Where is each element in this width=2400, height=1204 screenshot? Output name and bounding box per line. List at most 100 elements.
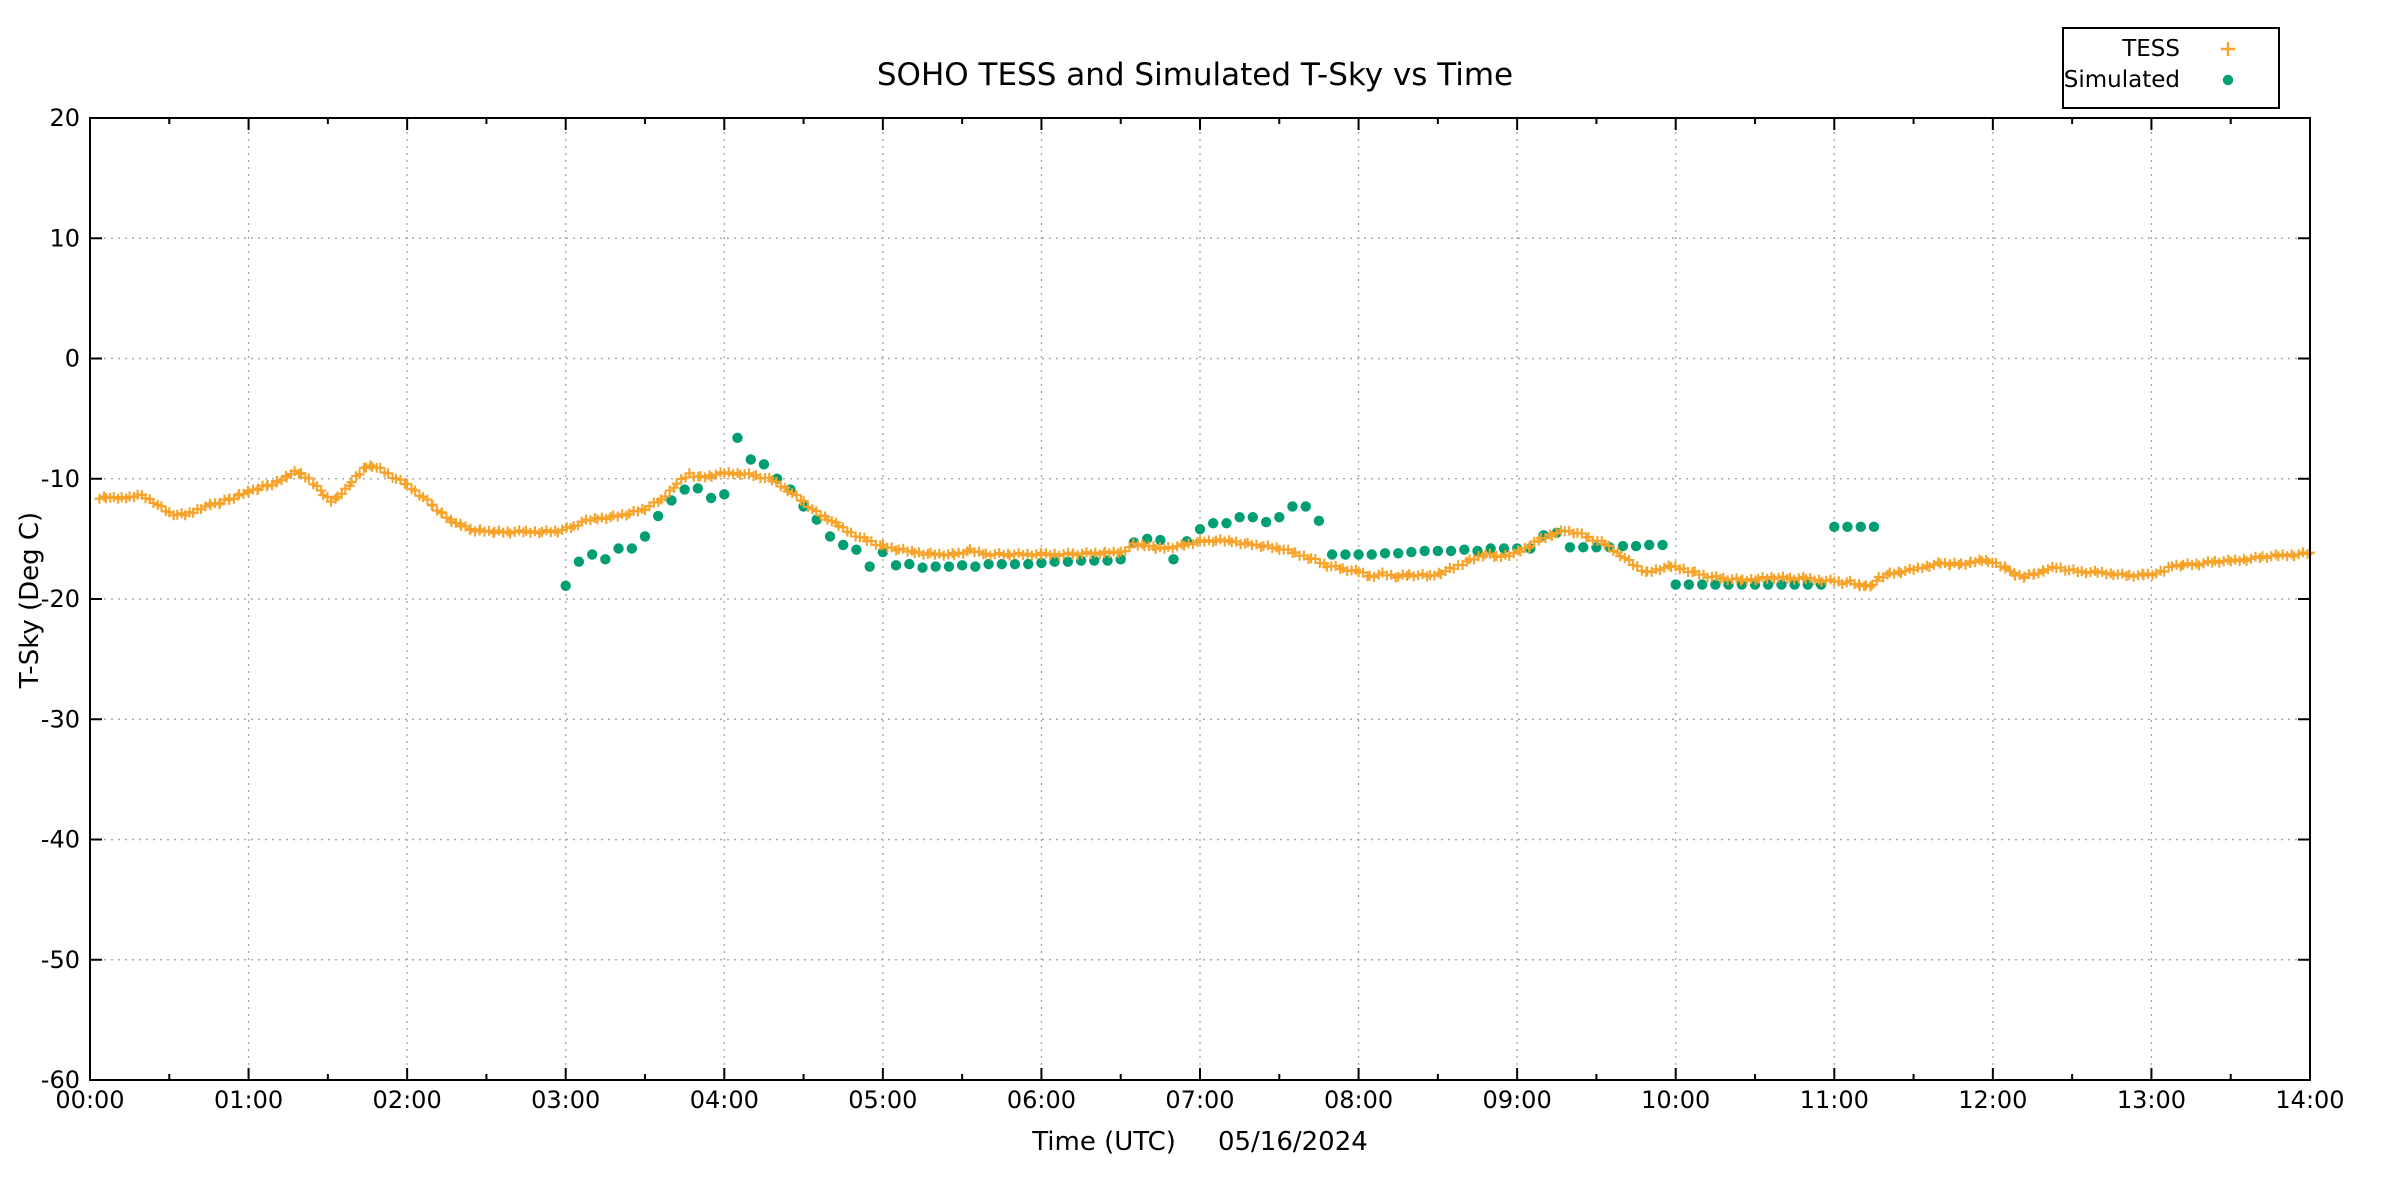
simulated-point: [560, 580, 571, 591]
legend-label-simulated: Simulated: [2064, 67, 2180, 93]
simulated-point: [1564, 542, 1576, 553]
x-tick-label: 09:00: [1483, 1086, 1552, 1114]
simulated-point: [930, 561, 941, 572]
simulated-point: [943, 561, 955, 572]
simulated-point: [838, 539, 849, 551]
simulated-point: [1353, 549, 1364, 560]
legend-box: [2062, 27, 2280, 109]
simulated-point: [1062, 556, 1074, 567]
x-axis-date: 05/16/2024: [1218, 1127, 1368, 1157]
simulated-point: [956, 560, 968, 571]
simulated-point: [1379, 548, 1391, 559]
simulated-point: [1472, 545, 1483, 557]
simulated-point: [1630, 540, 1642, 552]
simulated-point: [890, 560, 902, 571]
y-tick-label: 20: [49, 104, 80, 132]
simulated-point: [1155, 534, 1166, 546]
simulated-point: [1419, 545, 1430, 557]
simulated-point: [1168, 554, 1179, 565]
simulated-point: [1340, 549, 1351, 560]
simulated-point: [811, 514, 822, 525]
simulated-point: [1657, 539, 1668, 551]
chart-title: SOHO TESS and Simulated T-Sky vs Time: [877, 57, 1513, 93]
x-tick-label: 10:00: [1641, 1086, 1710, 1114]
simulated-point: [1274, 512, 1285, 523]
simulated-point: [626, 543, 638, 554]
simulated-point: [1221, 518, 1232, 529]
simulated-point: [745, 454, 756, 465]
simulated-point: [1683, 579, 1695, 590]
simulated-point: [1194, 524, 1206, 535]
x-tick-label: 02:00: [373, 1086, 442, 1114]
y-tick-label: -40: [41, 826, 80, 854]
simulated-point: [1459, 544, 1470, 555]
simulated-point: [1393, 548, 1404, 559]
x-tick-label: 12:00: [1958, 1086, 2027, 1114]
simulated-point: [1300, 501, 1311, 512]
simulated-point: [1234, 512, 1245, 523]
x-tick-label: 06:00: [1007, 1086, 1076, 1114]
x-tick-label: 13:00: [2117, 1086, 2186, 1114]
x-tick-label: 03:00: [531, 1086, 600, 1114]
simulated-point: [586, 549, 598, 560]
x-tick-label: 11:00: [1800, 1086, 1869, 1114]
simulated-point: [1009, 558, 1021, 570]
x-tick-label: 01:00: [214, 1086, 283, 1114]
x-tick-label: 07:00: [1165, 1086, 1234, 1114]
simulated-point: [732, 432, 743, 444]
y-tick-label: -30: [41, 705, 80, 733]
legend: TESS Simulated: [2062, 27, 2280, 109]
simulated-point: [1868, 521, 1880, 533]
x-tick-label: 05:00: [848, 1086, 917, 1114]
y-tick-label: -10: [41, 465, 80, 493]
simulated-point: [904, 558, 915, 570]
x-tick-label: 00:00: [55, 1086, 124, 1114]
simulated-point: [1432, 545, 1444, 557]
simulated-point: [1406, 546, 1417, 558]
simulated-point: [1036, 557, 1047, 569]
simulated-point: [613, 543, 624, 554]
tess-series-points: [94, 460, 2315, 592]
simulated-point: [639, 531, 651, 542]
y-axis-label: T-Sky (Deg C): [15, 512, 45, 689]
simulated-point: [1247, 512, 1259, 523]
y-tick-label: -60: [41, 1066, 80, 1094]
simulated-point: [758, 459, 770, 470]
y-tick-label: 0: [65, 345, 80, 373]
simulated-point: [1696, 579, 1708, 590]
simulated-point: [1287, 501, 1298, 512]
simulated-point: [719, 489, 730, 500]
grid-lines: [90, 118, 2310, 1080]
y-tick-label: -50: [41, 946, 80, 974]
simulated-point: [1207, 518, 1219, 529]
simulated-point: [1855, 521, 1866, 533]
simulated-point: [1762, 579, 1774, 590]
simulated-point: [1842, 521, 1853, 533]
x-tick-label: 08:00: [1324, 1086, 1393, 1114]
y-tick-label: -20: [41, 585, 80, 613]
simulated-point: [1366, 549, 1377, 560]
simulated-point: [996, 558, 1007, 570]
x-axis-label-text: Time (UTC): [1031, 1127, 1176, 1157]
simulated-point: [1710, 579, 1721, 590]
simulated-point: [600, 554, 611, 565]
simulated-point: [1485, 543, 1496, 554]
simulated-point: [1617, 540, 1629, 552]
legend-label-tess: TESS: [2121, 36, 2180, 62]
simulated-point: [917, 562, 928, 573]
simulated-point: [1670, 579, 1681, 590]
simulated-series-points: [560, 432, 1880, 591]
simulated-point: [679, 484, 690, 495]
tick-marks: [89, 117, 2311, 1081]
axis-ticks: [89, 117, 2311, 1081]
simulated-point: [1578, 542, 1589, 553]
simulated-point: [666, 495, 677, 506]
simulated-point: [1445, 545, 1457, 557]
simulated-point: [864, 561, 875, 572]
simulated-point: [573, 556, 585, 567]
simulated-point: [851, 544, 862, 555]
y-tick-label: 10: [49, 224, 80, 252]
simulated-point: [1829, 521, 1840, 533]
